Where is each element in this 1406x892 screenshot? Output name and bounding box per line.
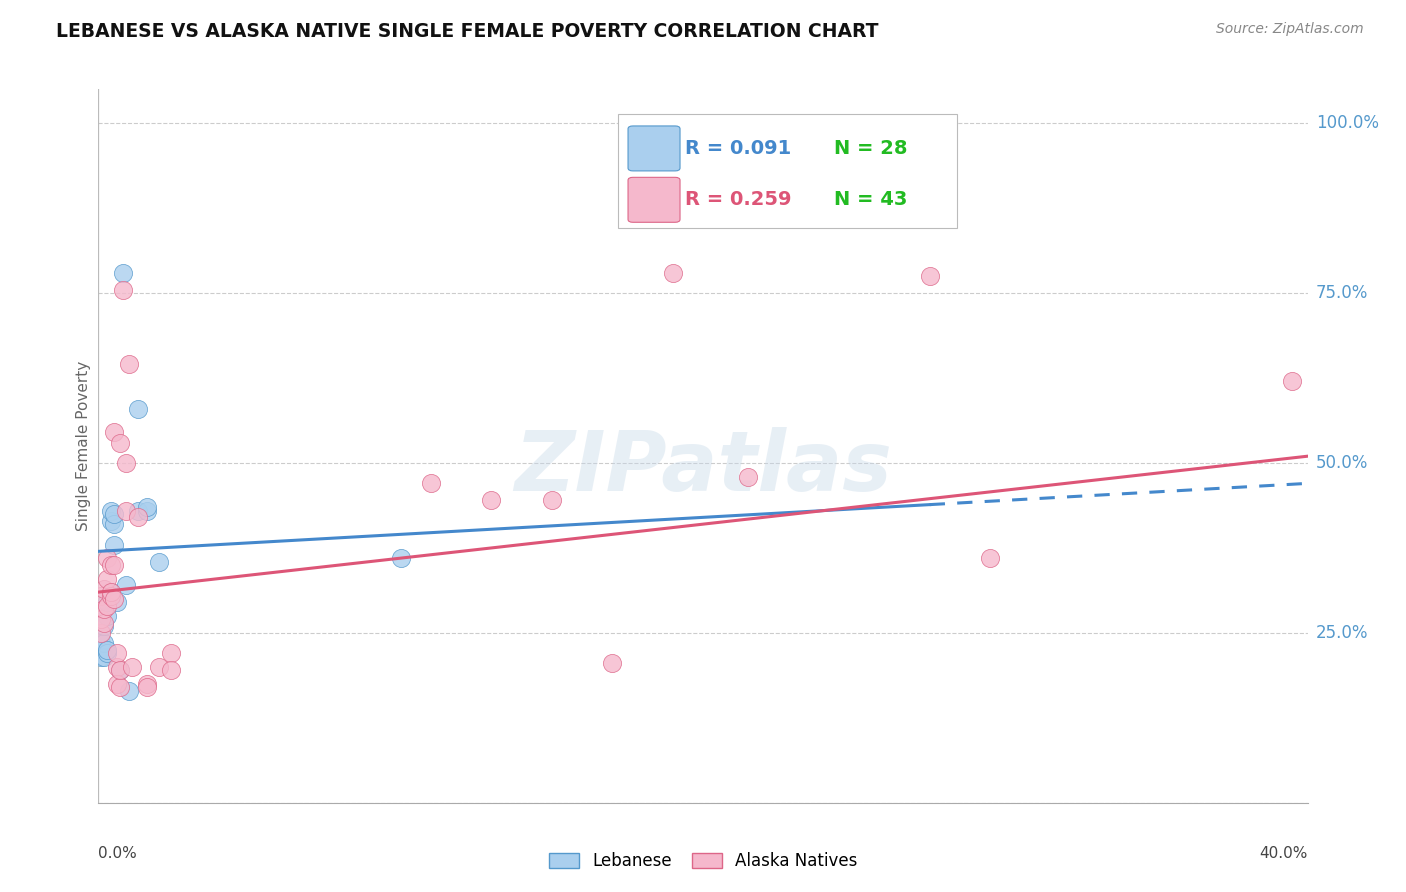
Point bbox=[979, 551, 1001, 566]
Point bbox=[737, 469, 759, 483]
Point bbox=[118, 358, 141, 372]
Point bbox=[160, 646, 183, 660]
Point bbox=[858, 116, 880, 130]
Point bbox=[105, 660, 128, 674]
Text: 40.0%: 40.0% bbox=[1260, 846, 1308, 861]
Point bbox=[96, 572, 118, 586]
Point bbox=[100, 589, 122, 603]
Point bbox=[540, 493, 562, 508]
Point bbox=[90, 589, 112, 603]
Point bbox=[114, 578, 136, 592]
Point bbox=[108, 680, 131, 694]
Point bbox=[602, 657, 624, 671]
Point bbox=[90, 612, 112, 626]
Point bbox=[103, 425, 125, 440]
Point bbox=[93, 582, 115, 596]
Point bbox=[135, 677, 157, 691]
Point bbox=[111, 266, 134, 280]
Point bbox=[114, 503, 136, 517]
Text: 50.0%: 50.0% bbox=[1316, 454, 1368, 472]
Point bbox=[96, 608, 118, 623]
Point bbox=[1281, 375, 1303, 389]
Point bbox=[90, 626, 112, 640]
Text: 0.0%: 0.0% bbox=[98, 846, 138, 861]
Text: R = 0.091: R = 0.091 bbox=[685, 139, 792, 158]
Point bbox=[103, 537, 125, 551]
Point bbox=[121, 660, 143, 674]
Point bbox=[96, 599, 118, 613]
Point bbox=[813, 116, 835, 130]
Point bbox=[127, 401, 149, 416]
Point bbox=[105, 646, 128, 660]
Point bbox=[692, 116, 714, 130]
Text: 25.0%: 25.0% bbox=[1316, 624, 1368, 642]
Point bbox=[127, 503, 149, 517]
Text: ZIPatlas: ZIPatlas bbox=[515, 427, 891, 508]
Y-axis label: Single Female Poverty: Single Female Poverty bbox=[76, 361, 91, 531]
Point bbox=[96, 551, 118, 566]
Point bbox=[135, 680, 157, 694]
Point bbox=[135, 503, 157, 517]
Point bbox=[118, 683, 141, 698]
Point bbox=[96, 643, 118, 657]
Point bbox=[135, 500, 157, 515]
Point bbox=[100, 514, 122, 528]
Text: 100.0%: 100.0% bbox=[1316, 114, 1379, 132]
Point bbox=[103, 591, 125, 606]
Point bbox=[93, 615, 115, 630]
Point bbox=[661, 266, 683, 280]
Point bbox=[100, 585, 122, 599]
Text: N = 43: N = 43 bbox=[834, 190, 907, 210]
Point bbox=[127, 510, 149, 524]
Point bbox=[90, 649, 112, 664]
Point bbox=[111, 283, 134, 297]
FancyBboxPatch shape bbox=[619, 114, 957, 228]
Point bbox=[103, 517, 125, 532]
FancyBboxPatch shape bbox=[628, 126, 681, 171]
Point bbox=[93, 636, 115, 650]
Point bbox=[160, 663, 183, 677]
Point bbox=[114, 456, 136, 470]
Point bbox=[96, 595, 118, 609]
Text: N = 28: N = 28 bbox=[834, 139, 907, 158]
Point bbox=[100, 585, 122, 599]
Legend: Lebanese, Alaska Natives: Lebanese, Alaska Natives bbox=[541, 846, 865, 877]
Point bbox=[148, 555, 170, 569]
Point bbox=[93, 619, 115, 633]
Point bbox=[100, 503, 122, 517]
Point bbox=[419, 476, 441, 491]
Text: Source: ZipAtlas.com: Source: ZipAtlas.com bbox=[1216, 22, 1364, 37]
Point bbox=[105, 595, 128, 609]
Point bbox=[918, 269, 941, 284]
Point bbox=[90, 636, 112, 650]
Point bbox=[108, 663, 131, 677]
Text: 75.0%: 75.0% bbox=[1316, 284, 1368, 302]
Point bbox=[797, 116, 820, 130]
Point bbox=[105, 677, 128, 691]
Point bbox=[96, 646, 118, 660]
Text: R = 0.259: R = 0.259 bbox=[685, 190, 792, 210]
Point bbox=[481, 493, 503, 508]
Point bbox=[148, 660, 170, 674]
Point bbox=[103, 507, 125, 521]
Point bbox=[103, 558, 125, 572]
Point bbox=[93, 602, 115, 616]
FancyBboxPatch shape bbox=[628, 178, 681, 222]
Text: LEBANESE VS ALASKA NATIVE SINGLE FEMALE POVERTY CORRELATION CHART: LEBANESE VS ALASKA NATIVE SINGLE FEMALE … bbox=[56, 22, 879, 41]
Point bbox=[93, 649, 115, 664]
Point bbox=[389, 551, 412, 566]
Point bbox=[108, 663, 131, 677]
Point bbox=[108, 435, 131, 450]
Point bbox=[100, 558, 122, 572]
